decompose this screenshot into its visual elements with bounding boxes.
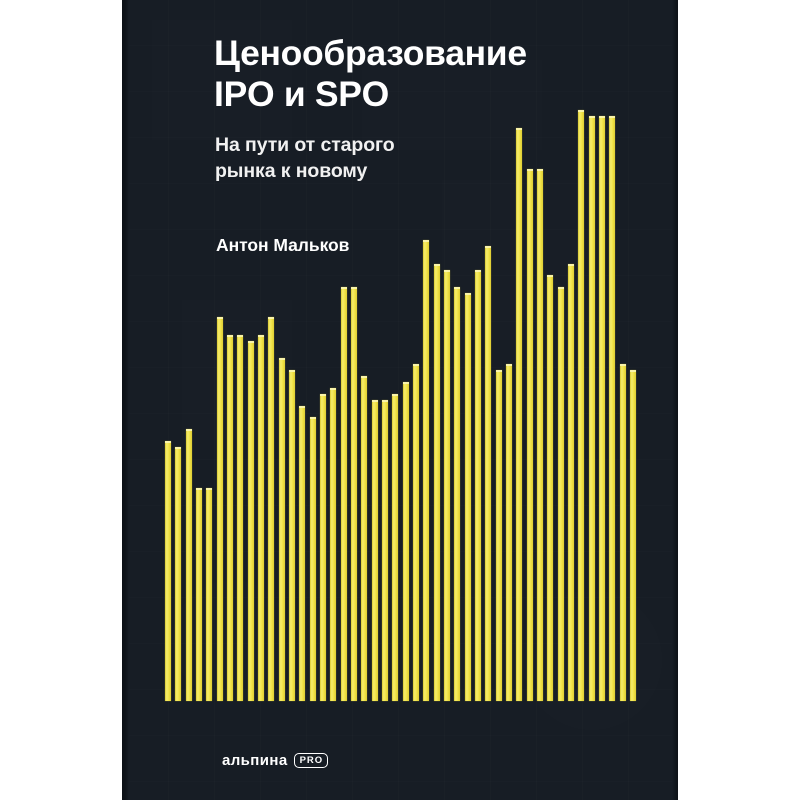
book-cover: Ценообразование IPO и SPO На пути от ста… <box>122 0 678 800</box>
chart-bar <box>547 275 554 701</box>
chart-bar <box>227 334 234 701</box>
page-title: Ценообразование IPO и SPO <box>214 33 644 115</box>
chart-bar <box>289 370 296 701</box>
chart-bar <box>526 169 533 701</box>
chart-bar <box>185 429 192 701</box>
chart-bar <box>392 393 399 701</box>
chart-bar <box>588 115 595 701</box>
chart-bar <box>485 245 492 701</box>
subtitle-line-1: На пути от старого <box>215 134 395 156</box>
author-name: Антон Мальков <box>216 235 350 255</box>
chart-bar <box>629 370 636 701</box>
subtitle-line-2: рынка к новому <box>215 160 368 182</box>
chart-bar <box>196 488 203 701</box>
chart-bar <box>567 263 574 701</box>
chart-bar <box>165 440 172 701</box>
chart-bar <box>443 269 450 701</box>
title-line-1: Ценообразование <box>214 33 527 73</box>
chart-bar <box>258 334 265 701</box>
chart-bar <box>330 387 337 701</box>
chart-bar <box>361 375 368 701</box>
spine-shadow-left <box>122 0 129 800</box>
subtitle: На пути от старого рынка к новому <box>215 132 545 184</box>
chart-bar <box>536 169 543 701</box>
chart-bar <box>578 110 585 701</box>
chart-bar <box>598 115 605 701</box>
chart-bar <box>351 287 358 701</box>
publisher-logo-wordmark: альпина <box>222 752 288 769</box>
publisher-logo: альпина PRO <box>222 752 329 769</box>
chart-bar <box>216 316 223 701</box>
chart-bar <box>423 240 430 701</box>
chart-bar <box>299 405 306 701</box>
chart-bar <box>309 417 316 701</box>
chart-bar <box>609 115 616 701</box>
bar-chart <box>163 110 638 701</box>
chart-bar <box>382 399 388 701</box>
chart-bar <box>619 364 626 701</box>
chart-bar <box>464 293 471 701</box>
chart-bar <box>505 364 512 701</box>
chart-bar <box>495 370 502 701</box>
chart-bar <box>557 287 564 701</box>
publisher-logo-badge: PRO <box>293 753 329 768</box>
chart-bar <box>340 287 347 701</box>
chart-bar <box>206 488 213 701</box>
chart-bar <box>371 399 378 701</box>
chart-bar <box>412 364 419 701</box>
chart-bar <box>474 269 481 701</box>
title-line-2: IPO и SPO <box>214 74 389 114</box>
spine-shadow-right <box>672 0 678 800</box>
chart-bar <box>516 127 523 701</box>
chart-bar <box>402 381 409 701</box>
chart-bar <box>320 393 327 701</box>
chart-bar <box>278 358 285 701</box>
chart-bar <box>247 340 254 701</box>
chart-bar <box>175 446 182 701</box>
chart-bar <box>433 263 440 701</box>
chart-bar <box>454 287 461 701</box>
chart-bar <box>268 316 275 701</box>
chart-bar <box>237 334 244 701</box>
